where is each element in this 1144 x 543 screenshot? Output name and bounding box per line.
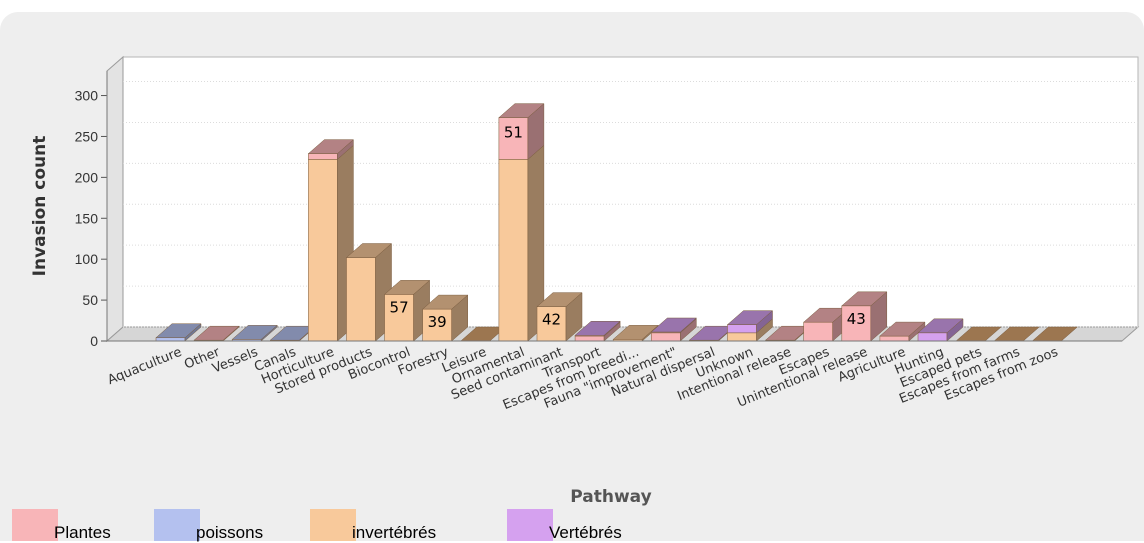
bar-top [574, 321, 621, 336]
bar-segment [498, 159, 529, 342]
bar-group [726, 310, 774, 342]
legend-swatch-invertebres [310, 509, 356, 541]
bar-group [231, 324, 278, 342]
bar-top [193, 325, 240, 341]
bar-top [231, 325, 278, 340]
bar-group: 57 [383, 279, 431, 342]
legend-label-vertebres: Vertébrés [549, 523, 622, 542]
data-label: 43 [847, 310, 866, 328]
bar-group: 51 [498, 103, 545, 342]
y-tick-label: 50 [82, 292, 98, 308]
bar-segment [308, 159, 338, 342]
bar-segment [498, 117, 529, 160]
bar-top [345, 243, 393, 258]
y-axis-label: Invasion count [30, 136, 50, 277]
bar-top [841, 291, 888, 307]
bar-segment [879, 335, 910, 342]
bar-group: 42 [536, 292, 583, 342]
bar-segment [650, 332, 681, 342]
bar-top [650, 317, 697, 333]
y-tick-label: 100 [75, 251, 99, 267]
bar-top [383, 280, 431, 295]
bar-segment [727, 324, 757, 334]
legend-label-poissons: poissons [196, 523, 264, 542]
legend-label-plantes: Plantes [54, 523, 111, 542]
bar-top [612, 325, 659, 340]
legend-swatch-poissons [154, 509, 200, 541]
bar-top [155, 323, 202, 338]
bar-group [193, 325, 240, 342]
bar-segment [803, 321, 834, 342]
y-tick-label: 300 [75, 88, 99, 104]
y-tick-label: 150 [75, 210, 99, 226]
x-tick-label: Aquaculture [106, 345, 184, 388]
bar-top [422, 294, 469, 310]
bar-top [307, 139, 355, 154]
bar-group [879, 321, 926, 342]
bar-top [726, 310, 774, 325]
data-label: 39 [428, 313, 447, 331]
bar-group: 43 [841, 291, 888, 342]
y-tick-label: 0 [90, 333, 98, 349]
data-label: 51 [504, 124, 523, 142]
bar-segment [917, 332, 948, 342]
bar-group: 39 [422, 294, 469, 342]
bar-segment [574, 335, 605, 342]
data-label: 57 [390, 298, 409, 316]
bar-segment [727, 332, 757, 342]
bar-top [498, 103, 545, 118]
legend: Plantes poissons invertébrés Vertébrés [0, 509, 1144, 542]
legend-swatch-plantes [12, 509, 58, 541]
y-tick-label: 200 [75, 169, 99, 185]
bar-top [536, 292, 583, 307]
bar-segment [346, 257, 376, 342]
legend-swatch-vertebres [507, 509, 553, 541]
data-label: 42 [542, 311, 561, 329]
bar-top [879, 321, 926, 337]
bar-segment [841, 305, 872, 342]
bar-group [650, 317, 697, 342]
bar-group [917, 318, 964, 342]
y-tick-label: 250 [75, 128, 99, 144]
bar-segment [384, 294, 414, 342]
bar-top [917, 318, 964, 334]
plot-side-wall [106, 55, 124, 343]
bar-segment [308, 153, 338, 160]
legend-label-invertebres: invertébrés [352, 523, 437, 542]
bar-group [155, 323, 202, 342]
bar-segment [422, 308, 453, 342]
x-axis-label: Pathway [570, 487, 651, 507]
plot-back-wall [122, 56, 1139, 328]
